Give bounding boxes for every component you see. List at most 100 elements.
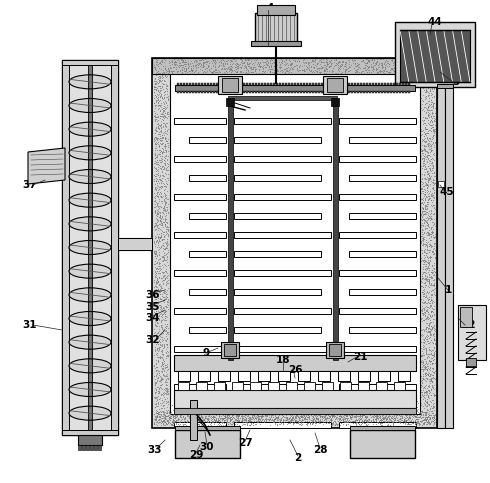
Bar [342, 83, 344, 85]
Bar [291, 91, 293, 93]
Bar [195, 83, 197, 85]
Bar [216, 83, 218, 85]
Text: 36: 36 [146, 290, 160, 300]
Ellipse shape [69, 288, 111, 302]
Bar [177, 83, 179, 85]
Text: 29: 29 [189, 450, 203, 460]
Bar [349, 251, 416, 257]
Bar [240, 91, 242, 93]
Bar [222, 83, 224, 85]
Bar [339, 384, 416, 390]
Bar [224, 344, 236, 356]
Bar [396, 91, 398, 93]
Bar [351, 83, 353, 85]
Bar [170, 72, 420, 414]
Bar [174, 308, 226, 314]
Bar [225, 83, 227, 85]
Ellipse shape [69, 359, 111, 373]
Bar [349, 137, 416, 143]
Bar [234, 194, 331, 200]
Bar [282, 91, 284, 93]
Bar [322, 382, 333, 390]
Bar [340, 382, 351, 390]
Bar [267, 83, 269, 85]
Bar [264, 91, 266, 93]
Bar [324, 83, 326, 85]
Bar [228, 105, 233, 360]
Ellipse shape [69, 264, 111, 278]
Bar [321, 91, 323, 93]
Bar [339, 83, 341, 85]
Bar [363, 91, 365, 93]
Ellipse shape [69, 406, 111, 420]
Text: 27: 27 [238, 438, 252, 448]
Text: 45: 45 [440, 187, 454, 197]
Bar [225, 91, 227, 93]
Bar [207, 83, 209, 85]
Bar [234, 384, 331, 390]
Bar [257, 5, 295, 15]
Bar [390, 91, 392, 93]
Bar [323, 76, 347, 94]
Ellipse shape [69, 99, 111, 113]
Bar [62, 60, 69, 435]
Bar [219, 91, 221, 93]
Bar [201, 83, 203, 85]
Bar [94, 445, 97, 450]
Bar [240, 83, 242, 85]
Bar [378, 83, 380, 85]
Bar [285, 83, 287, 85]
Bar [349, 365, 416, 371]
Bar [339, 422, 416, 428]
Bar [174, 232, 226, 238]
Bar [437, 58, 445, 428]
Bar [189, 137, 226, 143]
Bar [228, 96, 337, 100]
Bar [196, 382, 207, 390]
Bar [318, 371, 330, 381]
Bar [216, 91, 218, 93]
Bar [321, 83, 323, 85]
Bar [378, 91, 380, 93]
Bar [336, 91, 338, 93]
Bar [306, 83, 308, 85]
Bar [384, 83, 386, 85]
Bar [390, 83, 392, 85]
Bar [348, 91, 350, 93]
Bar [300, 91, 302, 93]
Bar [376, 382, 387, 390]
Bar [286, 382, 297, 390]
Bar [221, 342, 239, 358]
Bar [349, 175, 416, 181]
Bar [348, 83, 350, 85]
Bar [174, 408, 416, 414]
Bar [360, 83, 362, 85]
Bar [222, 91, 224, 93]
Bar [178, 371, 190, 381]
Bar [190, 400, 197, 440]
Ellipse shape [69, 383, 111, 397]
Bar [228, 91, 230, 93]
Bar [372, 91, 374, 93]
Bar [86, 445, 89, 450]
Ellipse shape [69, 122, 111, 136]
Text: 30: 30 [200, 442, 214, 452]
Text: 32: 32 [146, 335, 160, 345]
Bar [270, 83, 272, 85]
Bar [297, 83, 299, 85]
Bar [345, 91, 347, 93]
Bar [180, 83, 182, 85]
Bar [270, 91, 272, 93]
Bar [330, 91, 332, 93]
Text: 21: 21 [353, 352, 367, 362]
Bar [294, 83, 296, 85]
Bar [249, 91, 251, 93]
Bar [339, 346, 416, 352]
Bar [213, 91, 215, 93]
Text: 31: 31 [23, 320, 37, 330]
Bar [189, 327, 226, 333]
Bar [339, 308, 416, 314]
Bar [333, 91, 335, 93]
Bar [350, 430, 415, 458]
Bar [354, 91, 356, 93]
